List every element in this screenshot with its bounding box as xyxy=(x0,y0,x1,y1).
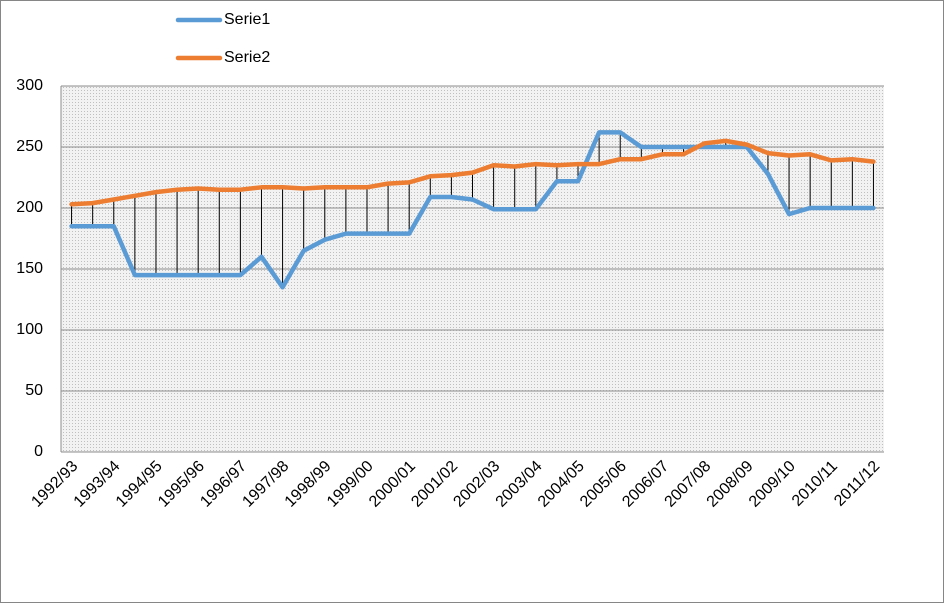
y-tick-label: 150 xyxy=(16,260,43,277)
legend-label: Serie2 xyxy=(224,49,270,66)
legend-label: Serie1 xyxy=(224,11,270,28)
y-tick-label: 300 xyxy=(16,77,43,94)
series-line xyxy=(69,130,876,290)
y-tick-label: 50 xyxy=(25,382,43,399)
y-tick-label: 0 xyxy=(34,443,43,460)
y-tick-label: 100 xyxy=(16,321,43,338)
series-line xyxy=(69,138,876,207)
y-tick-label: 200 xyxy=(16,199,43,216)
y-tick-label: 250 xyxy=(16,138,43,155)
